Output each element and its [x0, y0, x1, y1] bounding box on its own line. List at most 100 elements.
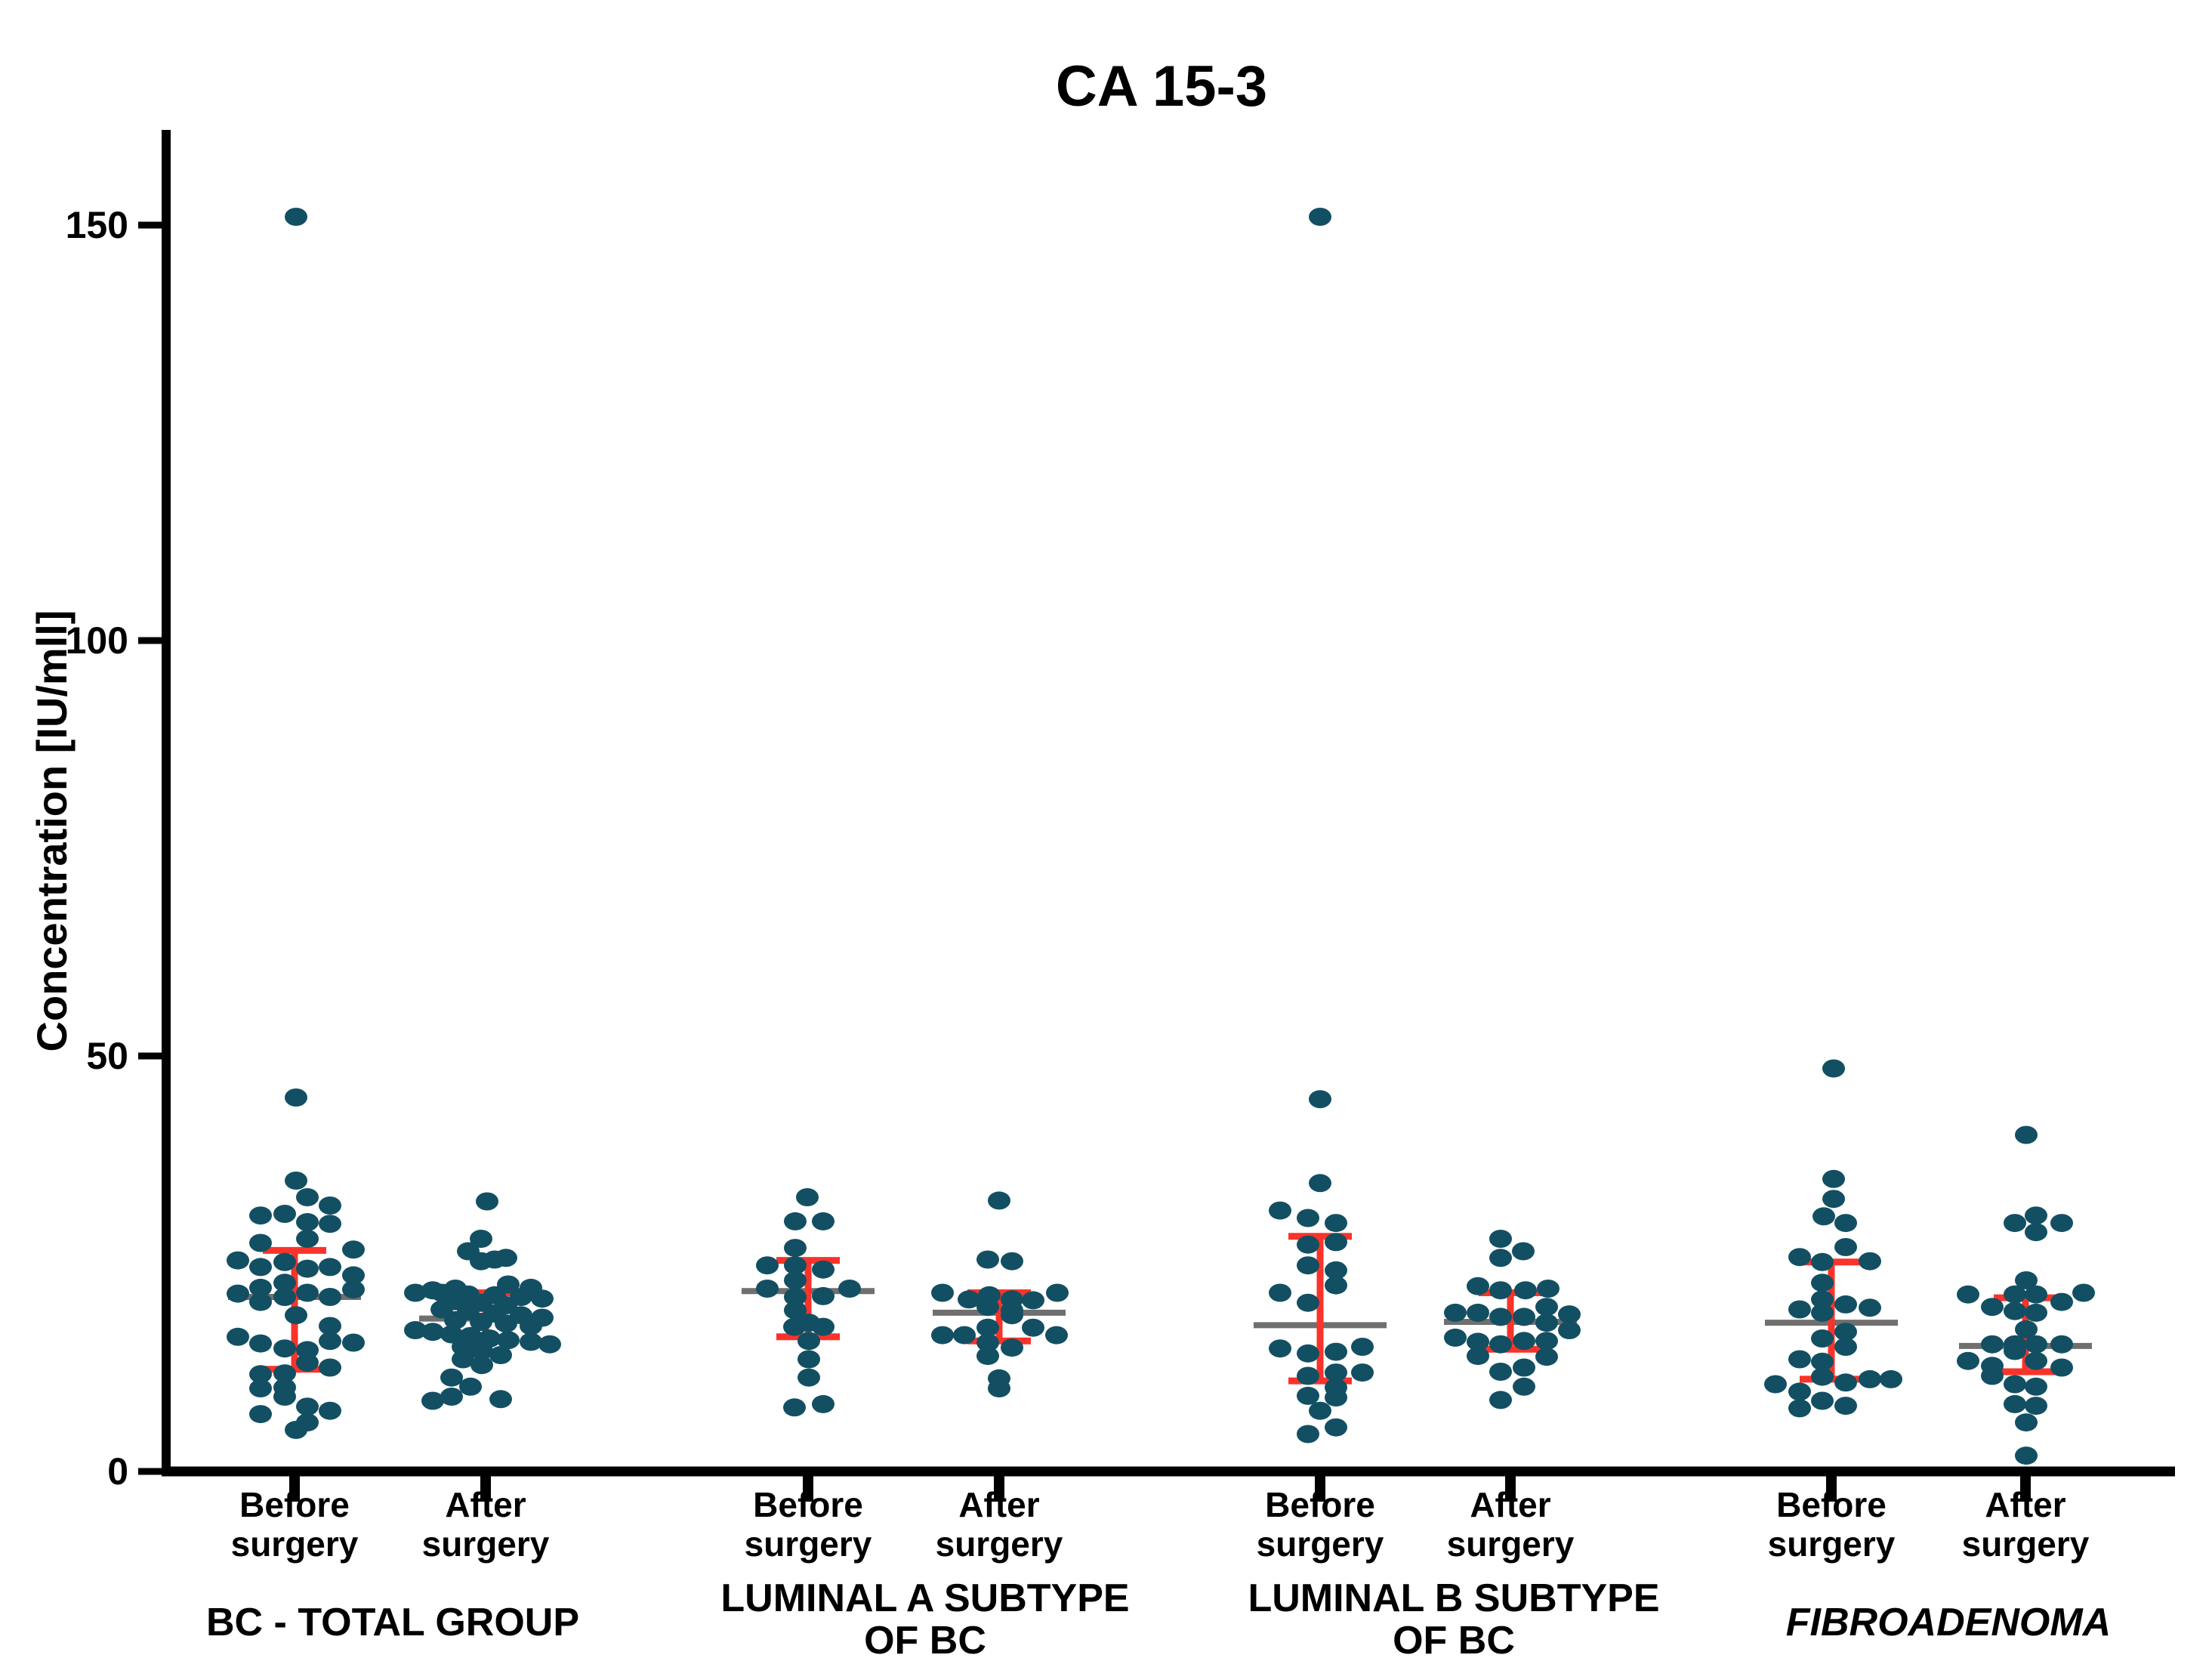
data-point	[1558, 1321, 1581, 1339]
data-point	[273, 1205, 296, 1223]
data-point	[1811, 1352, 1834, 1371]
data-point	[812, 1317, 835, 1336]
data-point	[2004, 1285, 2026, 1304]
data-point	[1834, 1323, 1857, 1342]
data-point	[1513, 1358, 1535, 1377]
data-point	[440, 1368, 463, 1387]
chart-title: CA 15-3	[1056, 54, 1267, 119]
y-tick-label: 150	[66, 204, 128, 246]
data-point	[404, 1321, 427, 1339]
x-tick-label: Before surgery	[1768, 1485, 1896, 1564]
data-point	[838, 1280, 861, 1298]
data-point	[783, 1317, 806, 1336]
data-point	[1297, 1235, 1319, 1254]
data-point	[1957, 1285, 1979, 1304]
data-point	[249, 1405, 272, 1424]
data-point	[489, 1390, 512, 1409]
data-point	[470, 1252, 492, 1271]
data-point	[1811, 1290, 1834, 1309]
data-point	[1309, 1090, 1331, 1109]
data-point	[2025, 1303, 2047, 1322]
data-point	[273, 1364, 296, 1383]
data-point	[459, 1377, 482, 1396]
data-point	[1788, 1399, 1811, 1418]
data-point	[285, 1421, 307, 1439]
data-point	[319, 1288, 341, 1306]
data-point	[812, 1394, 835, 1413]
data-point	[1045, 1326, 1068, 1345]
data-point	[1325, 1418, 1347, 1437]
data-point	[2025, 1377, 2047, 1396]
data-point	[1467, 1277, 1489, 1295]
data-point	[756, 1256, 779, 1275]
data-point	[2004, 1375, 2026, 1394]
x-tick-label: After surgery	[422, 1485, 550, 1564]
data-point	[1859, 1369, 1881, 1388]
data-point	[976, 1250, 999, 1269]
data-point	[812, 1286, 835, 1305]
data-point	[2004, 1342, 2026, 1360]
data-point	[1351, 1363, 1374, 1382]
data-point	[1297, 1293, 1319, 1312]
data-point	[2004, 1214, 2026, 1233]
data-point	[476, 1192, 498, 1211]
data-point	[296, 1353, 319, 1372]
data-point	[404, 1283, 427, 1302]
data-point	[812, 1212, 835, 1230]
data-point	[1467, 1303, 1489, 1322]
data-point	[421, 1323, 444, 1342]
data-point	[1001, 1252, 1023, 1271]
cluster	[1957, 1125, 2095, 1465]
data-point	[2050, 1214, 2073, 1233]
data-point	[2050, 1335, 2073, 1354]
data-point	[1325, 1261, 1347, 1280]
data-point	[470, 1313, 492, 1331]
data-point	[1046, 1283, 1069, 1302]
data-point	[1558, 1305, 1581, 1324]
data-point	[2025, 1285, 2047, 1304]
data-point	[273, 1288, 296, 1306]
data-point	[227, 1251, 249, 1270]
data-point	[1489, 1335, 1512, 1354]
data-point	[444, 1311, 467, 1329]
data-point	[976, 1347, 999, 1366]
data-point	[531, 1289, 554, 1308]
data-point	[976, 1318, 999, 1337]
data-clusters	[227, 208, 2095, 1465]
data-point	[1022, 1318, 1044, 1337]
data-point	[797, 1368, 820, 1387]
data-point	[249, 1379, 272, 1397]
data-point	[2050, 1292, 2073, 1311]
data-point	[1512, 1242, 1535, 1261]
data-point	[2025, 1397, 2047, 1416]
data-point	[784, 1301, 807, 1320]
data-point	[440, 1388, 463, 1406]
data-point	[452, 1350, 474, 1369]
data-point	[797, 1350, 820, 1369]
data-point	[249, 1334, 272, 1353]
data-point	[489, 1346, 512, 1364]
data-point	[1489, 1249, 1512, 1267]
x-tick-label: Before surgery	[1257, 1485, 1384, 1564]
data-point	[1834, 1214, 1857, 1233]
data-point	[296, 1230, 319, 1248]
cluster	[1444, 1230, 1581, 1409]
data-point	[520, 1317, 542, 1335]
data-point	[1834, 1338, 1857, 1356]
data-point	[285, 1088, 307, 1107]
data-point	[1834, 1373, 1857, 1392]
data-point	[812, 1260, 835, 1279]
data-point	[1444, 1328, 1467, 1347]
data-point	[1325, 1214, 1347, 1233]
data-point	[1489, 1363, 1512, 1381]
data-point	[319, 1196, 341, 1215]
data-point	[249, 1206, 272, 1225]
data-point	[2015, 1447, 2038, 1465]
data-point	[1022, 1291, 1044, 1310]
data-point	[1788, 1300, 1811, 1319]
data-point	[319, 1317, 341, 1335]
data-point	[249, 1278, 272, 1297]
cluster	[227, 208, 365, 1439]
